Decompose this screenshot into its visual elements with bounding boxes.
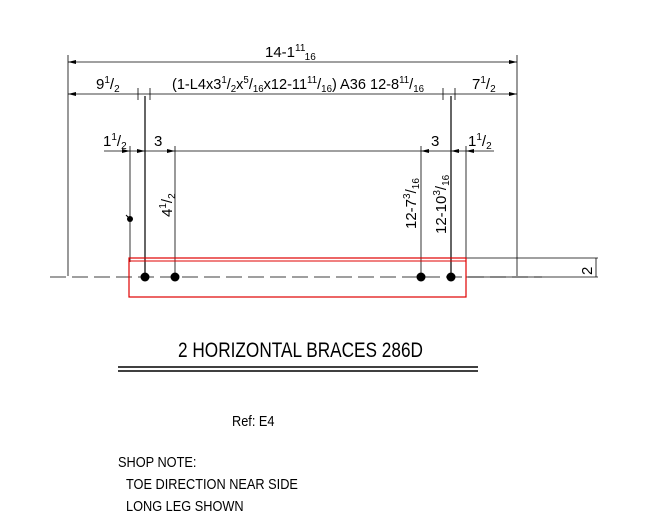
right-hole-spacing: 3 — [431, 133, 439, 150]
overall-dimension: 14-11116 — [265, 43, 316, 63]
arrow-end-right — [509, 92, 517, 96]
arrow-hole-6 — [466, 149, 474, 153]
left-end-dimension: 91/2 — [96, 75, 120, 95]
arrow-hole-4 — [421, 149, 429, 153]
arrow-end-left — [68, 92, 76, 96]
arrow-overall-right — [509, 60, 517, 64]
arrow-hole-3 — [167, 149, 175, 153]
arrow-hole-1 — [122, 149, 130, 153]
right-hole-2-dimension: 12-103/16 — [432, 174, 452, 234]
vertical-offset-dimension: 2 — [579, 267, 596, 275]
bolt-hole — [140, 272, 150, 282]
right-end-dimension: 71/2 — [472, 75, 496, 95]
right-hole-1-dimension: 12-73/16 — [402, 178, 422, 229]
left-hole-spacing: 3 — [154, 133, 162, 150]
bolt-hole — [446, 272, 456, 282]
arrow-hole-2 — [137, 149, 145, 153]
left-edge-distance: 11/2 — [103, 132, 127, 152]
bolt-hole — [170, 272, 180, 282]
bolt-hole — [416, 272, 426, 282]
left-gage-dimension: 41/2 — [158, 193, 178, 217]
shop-note-line: TOE DIRECTION NEAR SIDE — [126, 476, 298, 493]
member-description: (1-L4x31/2x5/16x12-1111/16) A36 12-811/1… — [172, 75, 424, 95]
arrow-hole-5 — [451, 149, 459, 153]
right-edge-distance: 11/2 — [468, 132, 492, 152]
arrow-overall-left — [68, 60, 76, 64]
angle-outline — [128, 257, 467, 298]
drawing-title: 2 HORIZONTAL BRACES 286D — [178, 339, 423, 362]
shop-note-heading: SHOP NOTE: — [118, 454, 197, 471]
toe-mark — [125, 214, 133, 222]
reference-label: Ref: E4 — [232, 413, 275, 430]
shop-note-line: LONG LEG SHOWN — [126, 498, 244, 515]
